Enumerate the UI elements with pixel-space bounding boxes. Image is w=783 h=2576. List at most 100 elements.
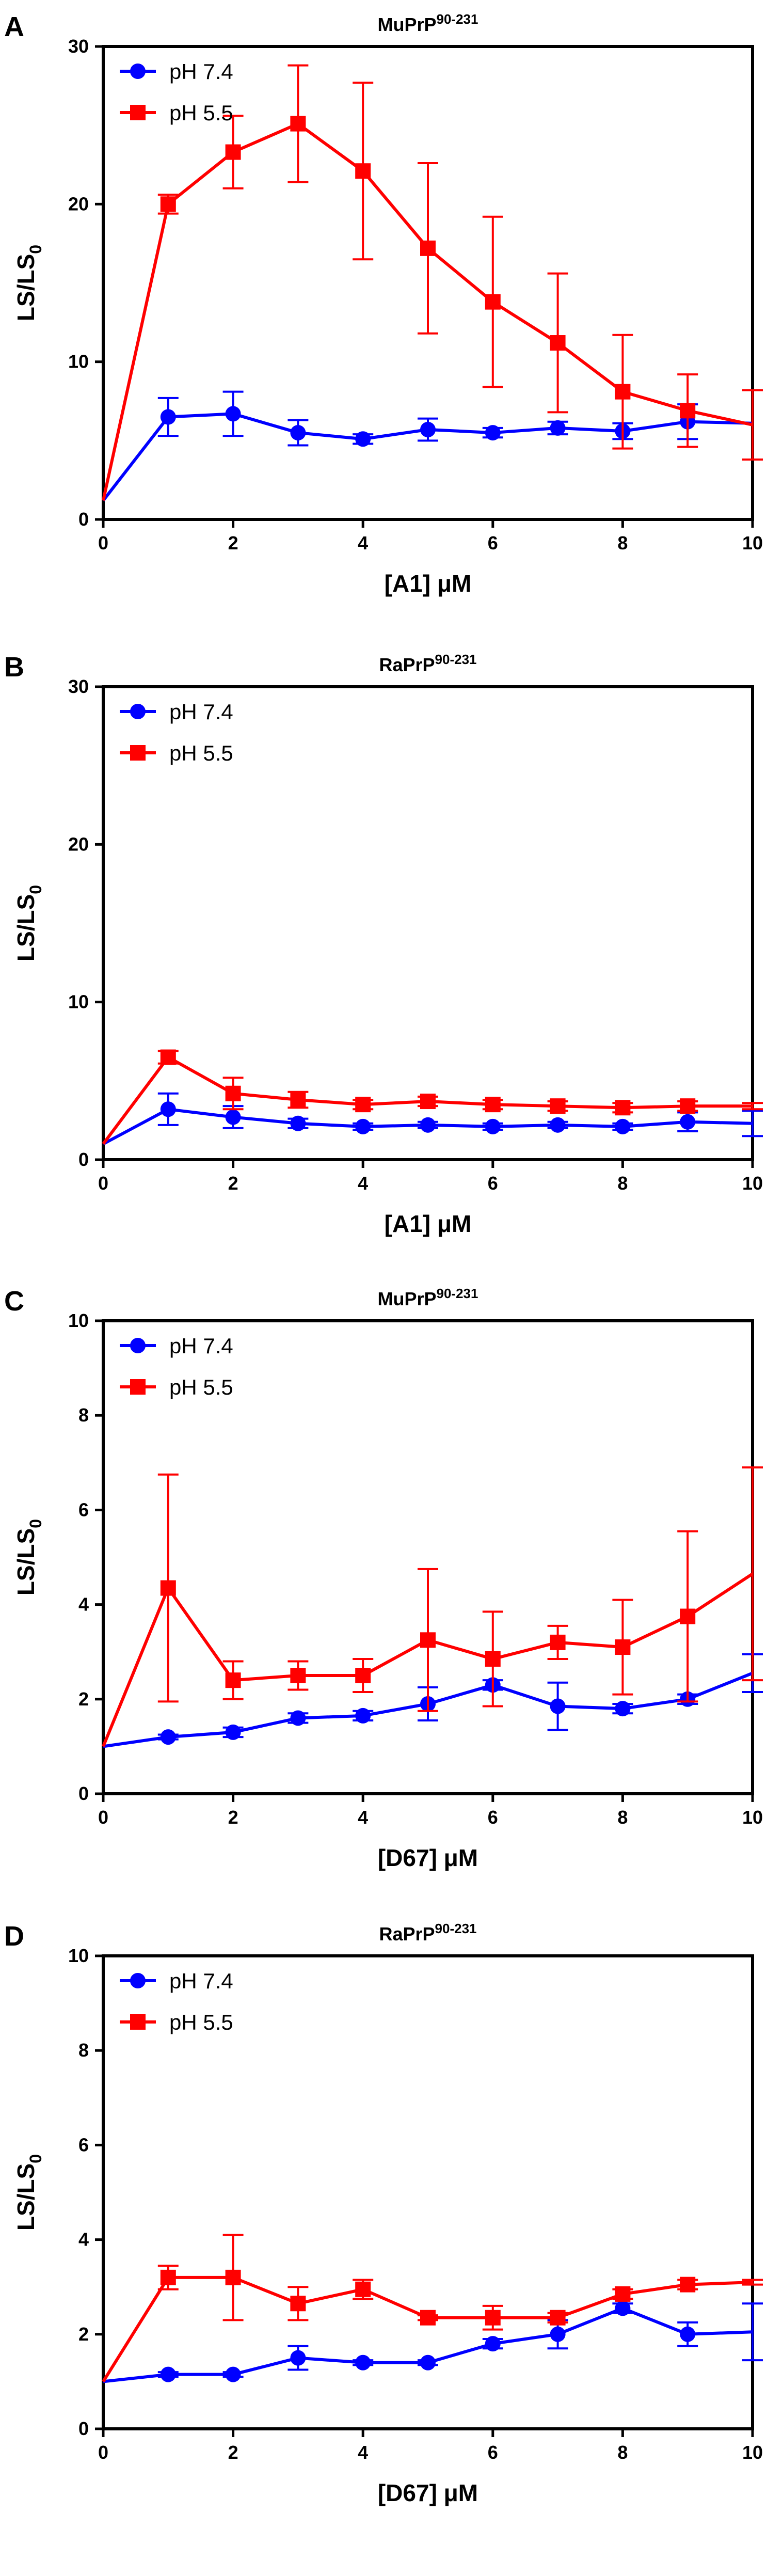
data-point	[485, 294, 501, 310]
data-point	[615, 384, 631, 400]
legend: pH 7.4 pH 5.5	[120, 1334, 233, 1399]
data-point	[615, 2286, 631, 2302]
data-point	[420, 1094, 436, 1110]
panel-title-main: MuPrP	[378, 14, 437, 35]
y-tick-label: 30	[68, 676, 89, 697]
x-tick-label: 2	[228, 1807, 238, 1828]
x-tick-label: 10	[742, 532, 763, 554]
y-tick-label: 20	[68, 193, 89, 214]
plot-frame	[102, 685, 754, 1161]
y-tick-label: 2	[78, 2324, 89, 2345]
series-ph-7-4	[103, 2300, 763, 2383]
plot-frame	[102, 45, 754, 521]
panel-letter: D	[4, 1921, 24, 1952]
data-point	[355, 1118, 371, 1134]
data-point	[225, 1672, 241, 1688]
data-point	[680, 1608, 696, 1624]
y-tick-label: 10	[68, 991, 89, 1013]
legend-label: pH 7.4	[169, 700, 233, 724]
panel-title: RaPrP90-231	[379, 1921, 476, 1945]
data-point	[160, 1580, 176, 1596]
data-point	[160, 1729, 176, 1745]
data-point	[225, 2269, 241, 2285]
data-point	[550, 1117, 566, 1133]
legend-marker	[130, 105, 146, 120]
data-point	[355, 163, 371, 179]
data-point	[485, 1097, 501, 1113]
legend-marker	[130, 2014, 146, 2030]
y-axis-title: LS/LS0	[12, 1519, 45, 1595]
y-tick-label: 30	[68, 36, 89, 57]
data-point	[290, 2296, 306, 2312]
series-ph-7-4	[102, 1092, 763, 1146]
panel-title-main: RaPrP	[379, 1923, 435, 1945]
x-tick-label: 10	[742, 1807, 763, 1828]
series-ph-7-4	[102, 390, 753, 502]
data-point	[550, 2310, 566, 2326]
data-point	[420, 421, 436, 437]
series-ph-5-5	[102, 1049, 763, 1145]
x-tick-label: 0	[98, 532, 108, 554]
y-axis-title: LS/LS0	[12, 2154, 45, 2231]
panel-title: MuPrP90-231	[378, 1286, 478, 1309]
data-point	[615, 1701, 631, 1717]
data-point	[355, 1097, 371, 1113]
data-point	[290, 116, 306, 132]
data-point	[290, 1668, 306, 1683]
data-point	[355, 431, 371, 447]
legend-marker	[130, 1379, 146, 1395]
legend-label: pH 5.5	[169, 741, 233, 765]
data-point	[290, 1115, 306, 1131]
y-tick-label: 2	[78, 1688, 89, 1710]
x-axis-title: [D67] μM	[378, 2479, 478, 2506]
x-tick-label: 2	[228, 532, 238, 554]
data-point	[420, 240, 436, 256]
data-point	[485, 1118, 501, 1134]
y-tick-label: 0	[78, 509, 89, 530]
data-point	[680, 2277, 696, 2293]
data-point	[680, 1114, 696, 1130]
series-ph-5-5	[102, 2234, 763, 2382]
y-tick-label: 6	[78, 2134, 89, 2155]
data-point	[290, 1092, 306, 1108]
y-axis-title-main: LS/LS	[12, 254, 39, 321]
data-point	[355, 2281, 371, 2297]
x-tick-label: 6	[488, 532, 498, 554]
data-point	[550, 1634, 566, 1650]
panel-title: RaPrP90-231	[379, 652, 476, 675]
x-tick-label: 8	[617, 2442, 628, 2463]
data-point	[485, 425, 501, 441]
data-point	[355, 1708, 371, 1724]
data-point	[485, 2310, 501, 2326]
y-axis-title-subscript: 0	[26, 245, 45, 254]
data-point	[225, 1085, 241, 1101]
x-tick-label: 6	[488, 1807, 498, 1828]
y-axis-title-subscript: 0	[26, 2154, 45, 2163]
panel-title-superscript: 90-231	[435, 652, 477, 667]
y-axis-title-main: LS/LS	[12, 2163, 39, 2231]
data-point	[550, 420, 566, 436]
panel-title-superscript: 90-231	[435, 1921, 477, 1936]
data-point	[420, 1632, 436, 1648]
legend-label: pH 7.4	[169, 1334, 233, 1358]
data-point	[225, 2366, 241, 2382]
x-axis-title: [D67] μM	[378, 1844, 478, 1871]
legend-label: pH 7.4	[169, 59, 233, 84]
panel-title-superscript: 90-231	[437, 11, 478, 27]
data-point	[355, 2354, 371, 2370]
y-tick-label: 8	[78, 2040, 89, 2061]
x-tick-label: 8	[617, 1173, 628, 1194]
x-tick-label: 2	[228, 2442, 238, 2463]
y-axis-title-subscript: 0	[26, 1519, 45, 1528]
data-point	[290, 1710, 306, 1726]
y-tick-label: 6	[78, 1499, 89, 1520]
legend-marker	[130, 704, 146, 719]
y-tick-label: 0	[78, 1783, 89, 1804]
data-point	[160, 1049, 176, 1065]
data-point	[420, 1117, 436, 1133]
y-tick-label: 0	[78, 1149, 89, 1170]
x-tick-label: 4	[358, 2442, 368, 2463]
legend: pH 7.4 pH 5.5	[120, 59, 233, 125]
data-point	[160, 2269, 176, 2285]
